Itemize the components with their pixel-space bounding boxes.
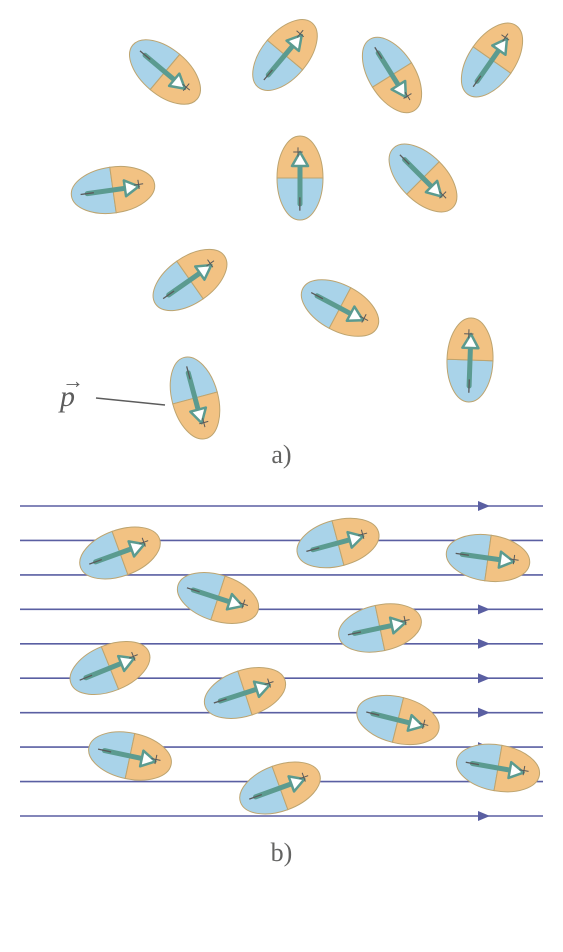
plus-sign: + (458, 328, 480, 340)
dipole: –+ (73, 517, 168, 589)
dipole: –+ (68, 161, 158, 218)
dipole: –+ (171, 563, 265, 633)
dipole: –+ (118, 27, 212, 116)
dipole: –+ (240, 8, 329, 102)
minus-sign: – (452, 378, 482, 394)
vector-arrow-over: → (62, 368, 84, 394)
dipole: –+ (449, 12, 535, 107)
caption-b: b) (0, 838, 563, 868)
dipole: –+ (142, 237, 237, 323)
panel-a-svg: –+–+–+–+–+–+–+–+–+–+–+ (0, 0, 563, 440)
dipole: –+ (443, 529, 533, 586)
field-line-arrowhead (478, 673, 490, 683)
dipole: –+ (352, 688, 445, 753)
field-line-arrowhead (478, 811, 490, 821)
dipole: –+ (233, 752, 328, 824)
dipole: –+ (277, 136, 323, 220)
label-pointer-line (96, 398, 165, 405)
panel-b-svg: –+–+–+–+–+–+–+–+–+–+–+ (0, 498, 563, 828)
field-line-arrowhead (478, 604, 490, 614)
caption-a: a) (0, 440, 563, 470)
minus-sign: – (283, 197, 312, 212)
field-line-arrowhead (478, 639, 490, 649)
dipole-moment-label: → p (60, 380, 75, 414)
dipole: –+ (198, 658, 292, 728)
dipole: –+ (62, 631, 157, 705)
dipole: –+ (377, 132, 469, 224)
panel-b: –+–+–+–+–+–+–+–+–+–+–+ (0, 498, 563, 828)
dipole: –+ (446, 317, 495, 403)
dipole: –+ (292, 268, 388, 348)
panel-a: –+–+–+–+–+–+–+–+–+–+–+ → p (0, 0, 563, 440)
field-line-arrowhead (478, 501, 490, 511)
dipole: –+ (162, 351, 228, 440)
dipole: –+ (334, 597, 426, 659)
field-line-arrowhead (478, 708, 490, 718)
plus-sign: + (288, 146, 310, 157)
dipole: –+ (291, 510, 384, 576)
dipole: –+ (84, 725, 176, 787)
dipole: –+ (350, 27, 434, 123)
